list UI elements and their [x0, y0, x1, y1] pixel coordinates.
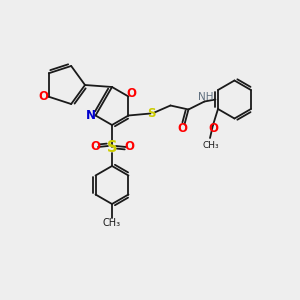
Text: N: N [85, 109, 95, 122]
Text: S: S [107, 140, 117, 154]
Text: O: O [90, 140, 100, 154]
Text: O: O [39, 90, 49, 103]
Text: O: O [127, 87, 136, 100]
Text: O: O [178, 122, 188, 135]
Text: NH: NH [198, 92, 213, 103]
Text: CH₃: CH₃ [203, 140, 219, 149]
Text: O: O [124, 140, 134, 154]
Text: S: S [147, 107, 156, 120]
Text: O: O [208, 122, 218, 134]
Text: CH₃: CH₃ [103, 218, 121, 228]
